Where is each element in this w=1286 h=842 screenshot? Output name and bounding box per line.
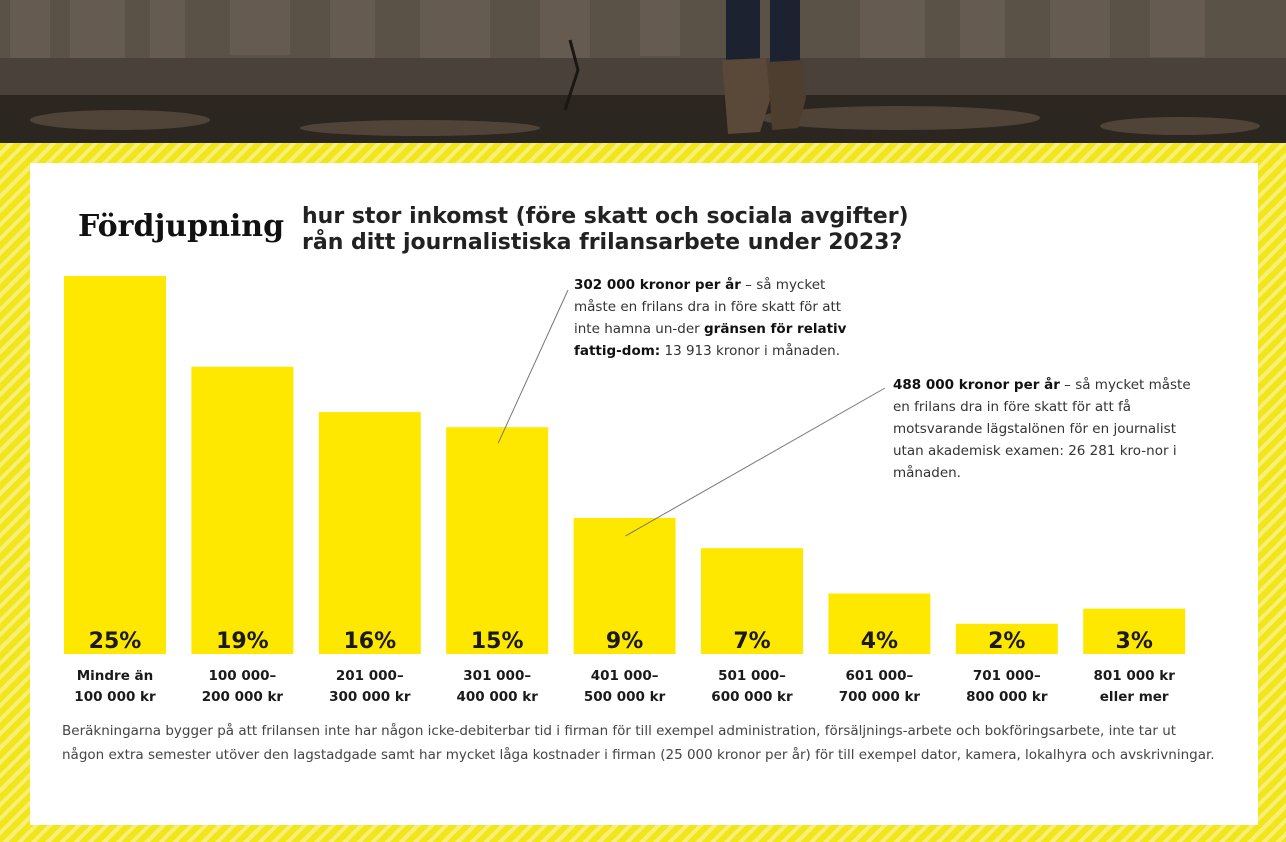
bar-7 (828, 593, 931, 654)
category-label: 800 000 kr (966, 689, 1048, 705)
section-badge: Fördjupning (64, 196, 294, 258)
category-label: 801 000 kr (1093, 668, 1175, 684)
bar-value-label: 7% (733, 629, 770, 654)
category-label: eller mer (1100, 689, 1169, 705)
bar-9 (1083, 608, 1186, 654)
bar-value-label: 19% (216, 629, 269, 654)
category-label: 700 000 kr (839, 689, 921, 705)
footnote: Beräkningarna bygger på att frilansen in… (62, 723, 1215, 763)
bar-value-label: 3% (1116, 629, 1153, 654)
question-line-1: hur stor inkomst (före skatt och sociala… (302, 204, 909, 229)
leader-line-poverty (497, 289, 569, 444)
bar-6 (701, 548, 803, 654)
category-label: 200 000 kr (202, 689, 284, 705)
bar-8 (955, 623, 1058, 654)
bar-value-label: 15% (471, 629, 524, 654)
category-label: 400 000 kr (456, 689, 538, 705)
category-label: 300 000 kr (329, 689, 411, 705)
category-label: 600 000 kr (711, 689, 793, 705)
bar-value-label: 25% (89, 629, 142, 654)
category-label: 100 000– (208, 668, 276, 684)
leader-line-minimum-wage (625, 387, 886, 537)
category-label: 501 000– (718, 668, 786, 684)
bar-3 (318, 412, 421, 654)
bar-value-label: 16% (343, 629, 396, 654)
bar-1 (64, 276, 166, 654)
category-label: Mindre än (77, 668, 154, 684)
bar-value-label: 4% (861, 629, 898, 654)
category-label: 100 000 kr (74, 689, 156, 705)
bar-2 (191, 366, 294, 654)
category-label: 701 000– (973, 668, 1041, 684)
bar-value-label: 9% (606, 629, 643, 654)
category-label: 500 000 kr (584, 689, 666, 705)
category-label: 201 000– (336, 668, 404, 684)
category-label: 401 000– (591, 668, 659, 684)
category-label: 301 000– (463, 668, 531, 684)
annotation-minimum-wage: 488 000 kronor per år – så mycket måste … (893, 377, 1191, 481)
header-photo (0, 0, 1286, 143)
bar-value-label: 2% (988, 629, 1025, 654)
bar-4 (446, 427, 549, 654)
annotation-poverty-line: 302 000 kronor per år – så mycket måste … (574, 277, 847, 359)
question-line-2: rån ditt journalistiska frilansarbete un… (302, 230, 903, 255)
bar-5 (573, 517, 676, 654)
category-label: 601 000– (845, 668, 913, 684)
